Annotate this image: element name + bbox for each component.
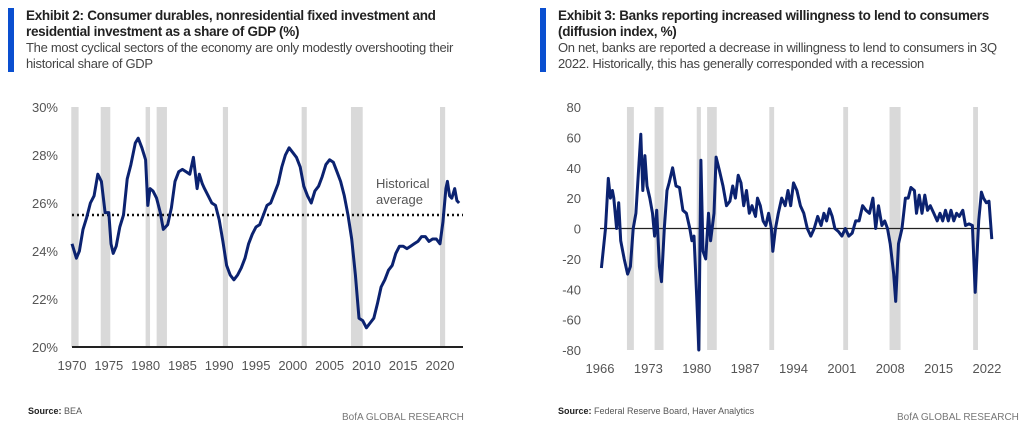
series-line (599, 132, 994, 352)
x-tick-label: 1980 (682, 361, 711, 376)
y-tick-label: 24% (32, 244, 58, 259)
chart-title: Exhibit 3: Banks reporting increased wil… (558, 8, 989, 39)
x-tick-label: 2008 (876, 361, 905, 376)
chart-subtitle: On net, banks are reported a decrease in… (558, 40, 997, 71)
exhibit-3-chart: -80 -60 -40 -20 0 20 40 60 80 1966 1973 1980 1987 199… (562, 100, 1001, 376)
source-text: Federal Reserve Board, Haver Analytics (594, 406, 755, 416)
annotation-label: average (376, 192, 423, 207)
x-tick-label: 1995 (242, 358, 271, 373)
source-label: Source: (558, 406, 592, 416)
annotation-label: Historical (376, 176, 430, 191)
y-tick-label: 60 (567, 130, 581, 145)
source-text: BEA (64, 406, 83, 416)
recession-band (145, 107, 151, 347)
x-tick-label: 1973 (634, 361, 663, 376)
x-tick-label: 2001 (827, 361, 856, 376)
x-tick-label: 2015 (389, 358, 418, 373)
exhibit-2-panel: Exhibit 2: Consumer durables, nonresiden… (8, 8, 496, 423)
x-tick-label: 1985 (168, 358, 197, 373)
source-label: Source: (28, 406, 62, 416)
x-tick-label: 2020 (426, 358, 455, 373)
y-tick-label: 20% (32, 340, 58, 355)
series-line (70, 136, 461, 330)
exhibit-2-chart: 20% 22% 24% 26% 28% 30% 1970 1975 1980 1985 1990 19… (32, 100, 463, 373)
y-tick-label: 28% (32, 148, 58, 163)
y-tick-label: 22% (32, 292, 58, 307)
chart-title: Exhibit 2: Consumer durables, nonresiden… (26, 8, 436, 39)
brand-label: BofA GLOBAL RESEARCH (897, 412, 1019, 423)
x-tick-label: 2000 (278, 358, 307, 373)
x-tick-label: 1975 (94, 358, 123, 373)
recession-band (71, 107, 79, 347)
source-note: Source: Federal Reserve Board, Haver Ana… (558, 406, 754, 416)
y-tick-label: 80 (567, 100, 581, 115)
y-tick-label: -40 (562, 282, 581, 297)
chart-subtitle: The most cyclical sectors of the economy… (26, 40, 454, 71)
y-tick-label: 26% (32, 196, 58, 211)
x-tick-label: 1966 (586, 361, 615, 376)
brand-label: BofA GLOBAL RESEARCH (342, 412, 464, 423)
recession-band (301, 107, 307, 347)
y-tick-label: 20 (567, 191, 581, 206)
recession-band (222, 107, 229, 347)
y-tick-label: 30% (32, 100, 58, 115)
y-tick-label: -20 (562, 252, 581, 267)
x-tick-label: 2005 (315, 358, 344, 373)
x-tick-label: 2022 (972, 361, 1001, 376)
x-tick-label: 1970 (58, 358, 87, 373)
x-tick-label: 1987 (731, 361, 760, 376)
x-tick-label: 1994 (779, 361, 808, 376)
source-note: Source: BEA (28, 406, 82, 416)
x-tick-label: 2010 (352, 358, 381, 373)
y-tick-label: -60 (562, 313, 581, 328)
x-tick-label: 1990 (205, 358, 234, 373)
recession-band (100, 107, 111, 347)
y-tick-label: -80 (562, 343, 581, 358)
exhibit-3-header: Exhibit 3: Banks reporting increased wil… (540, 8, 1024, 72)
x-tick-label: 1980 (131, 358, 160, 373)
exhibit-2-header: Exhibit 2: Consumer durables, nonresiden… (8, 8, 496, 72)
exhibit-3-panel: Exhibit 3: Banks reporting increased wil… (512, 0, 1024, 428)
recession-band (350, 107, 363, 347)
x-tick-label: 2015 (924, 361, 953, 376)
y-tick-label: 0 (574, 222, 581, 237)
y-tick-label: 40 (567, 161, 581, 176)
